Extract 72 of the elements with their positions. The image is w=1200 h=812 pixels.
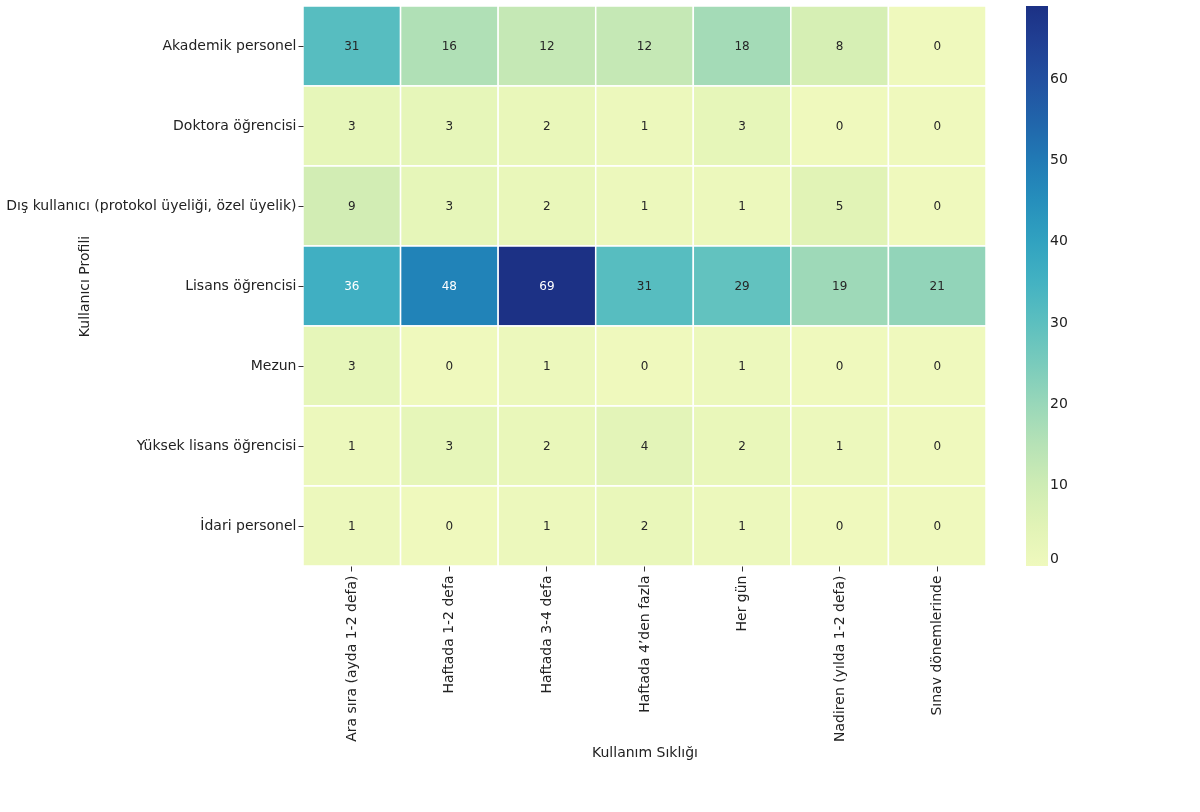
data-label: 31 <box>636 279 653 293</box>
color-bar-label: 10 <box>1050 475 1068 492</box>
data-label: 3 <box>445 199 454 213</box>
x-axis-title: Kullanım Sıklığı <box>591 743 699 760</box>
data-label: 12 <box>636 39 653 53</box>
data-label: 3 <box>347 359 356 373</box>
y-tick-label: Mezun <box>250 357 297 373</box>
color-bar-label: 30 <box>1050 313 1068 330</box>
data-label: 1 <box>347 439 356 453</box>
data-label: 31 <box>344 39 360 53</box>
data-label: 0 <box>640 359 649 373</box>
y-tick-label: Doktora öğrencisi <box>173 117 297 133</box>
data-label: 0 <box>445 359 454 373</box>
data-label: 4 <box>640 439 649 453</box>
data-label: 0 <box>933 359 942 373</box>
data-label: 8 <box>835 39 844 53</box>
color-bar-label: 0 <box>1050 550 1059 566</box>
data-label: 19 <box>832 279 848 293</box>
data-label: 0 <box>933 39 942 53</box>
data-label: 1 <box>640 199 649 213</box>
data-label: 12 <box>539 39 555 53</box>
data-label: 0 <box>933 199 942 213</box>
data-label: 1 <box>738 519 746 533</box>
data-label: 69 <box>539 279 555 293</box>
data-label: 0 <box>933 439 942 453</box>
color-bar-label: 50 <box>1050 151 1068 168</box>
data-label: 2 <box>543 439 551 453</box>
color-bar-label: 40 <box>1050 232 1068 249</box>
data-label: 1 <box>640 119 649 133</box>
data-label: 3 <box>738 119 746 133</box>
data-label: 1 <box>347 519 356 533</box>
x-tick-label: Sınav dönemlerinde <box>928 575 945 716</box>
data-label: 2 <box>738 439 746 453</box>
x-tick-label: Haftada 3-4 defa <box>537 575 554 694</box>
x-tick-label: Haftada 1-2 defa <box>440 575 457 694</box>
y-tick-label: Akademik personel <box>162 37 297 53</box>
data-label: 0 <box>835 359 844 373</box>
data-label: 16 <box>441 39 457 53</box>
y-tick-label: Yüksek lisans öğrencisi <box>135 437 297 453</box>
y-tick-label: Lisans öğrencisi <box>185 277 297 293</box>
data-label: 0 <box>933 519 942 533</box>
data-label: 0 <box>835 119 844 133</box>
data-label: 9 <box>347 199 356 213</box>
x-tick-label: Her gün <box>733 575 750 632</box>
y-axis-title: Kullanıcı Profili <box>75 235 92 338</box>
data-label: 1 <box>835 439 844 453</box>
y-tick-label: Dış kullanıcı (protokol üyeliği, özel üyelik) <box>6 197 297 213</box>
data-label: 3 <box>347 119 356 133</box>
x-tick-label: Ara sıra (ayda 1-2 defa) <box>342 575 359 742</box>
data-label: 29 <box>734 279 750 293</box>
y-tick-label: İdari personel <box>200 516 297 533</box>
data-label: 2 <box>640 519 649 533</box>
data-label: 1 <box>543 359 551 373</box>
data-label: 0 <box>835 519 844 533</box>
data-label: 3 <box>445 119 454 133</box>
x-tick-label: Haftada 4’den fazla <box>635 575 652 713</box>
data-label: 2 <box>543 119 551 133</box>
color-bar-label: 20 <box>1050 394 1068 411</box>
data-label: 3 <box>445 439 454 453</box>
data-label: 5 <box>835 199 844 213</box>
data-label: 2 <box>543 199 551 213</box>
data-label: 0 <box>933 119 942 133</box>
data-label: 1 <box>738 359 746 373</box>
color-bar-label: 60 <box>1050 70 1068 87</box>
data-label: 18 <box>734 39 750 53</box>
data-label: 1 <box>543 519 551 533</box>
data-label: 48 <box>441 279 457 293</box>
data-label: 21 <box>929 279 945 293</box>
data-label: 36 <box>344 279 360 293</box>
data-label: 1 <box>738 199 746 213</box>
data-label: 0 <box>445 519 454 533</box>
x-tick-label: Nadiren (yılda 1-2 defa) <box>830 575 847 742</box>
